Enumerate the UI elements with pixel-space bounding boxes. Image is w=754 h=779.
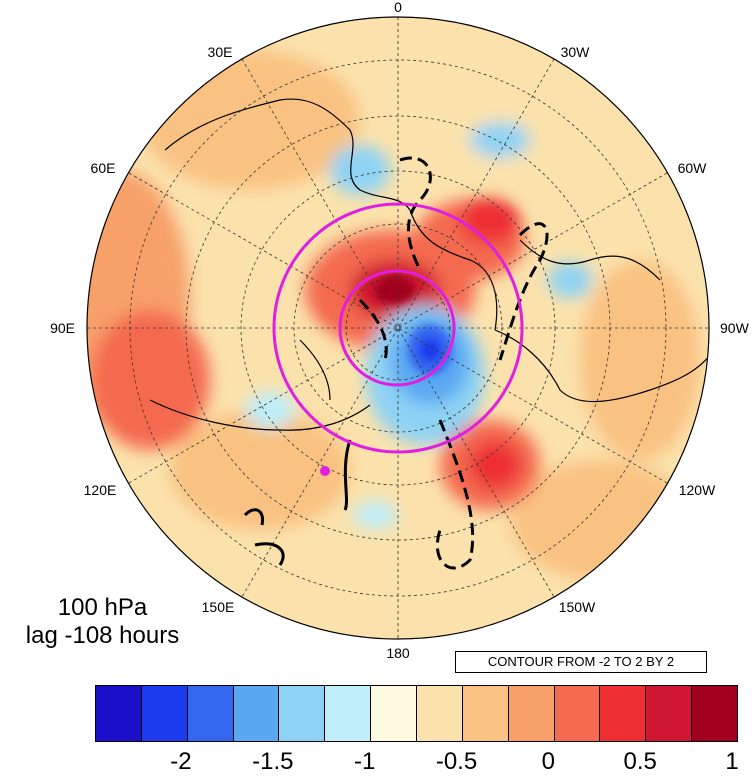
lon-label-60e: 60E	[91, 160, 116, 176]
polar-map: 0 30W 60W 90W 120W 150W 180 150E 120E 90…	[50, 0, 749, 661]
colorbar-swatch	[233, 686, 280, 741]
positive-contours	[243, 439, 352, 566]
colorbar-tick-label: -1.5	[252, 748, 294, 775]
colorbar-tick-label: 0	[541, 748, 556, 775]
colorbar-swatch	[141, 686, 188, 741]
colorbar-swatch	[96, 686, 142, 741]
lon-label-180: 180	[386, 645, 410, 661]
colorbar-swatch	[187, 686, 234, 741]
lon-label-60w: 60W	[678, 160, 708, 176]
colorbar-swatch	[279, 686, 326, 741]
anomaly-contours	[358, 156, 549, 570]
graticule	[87, 17, 709, 639]
lon-label-90e: 90E	[50, 320, 75, 336]
lon-label-30e: 30E	[208, 44, 233, 60]
coastlines	[149, 98, 709, 431]
lon-label-120w: 120W	[679, 482, 716, 498]
colorbar-tick-label: -2	[170, 748, 192, 775]
colorbar-tick-label: 1	[725, 748, 739, 775]
colorbar-swatch	[508, 686, 555, 741]
colorbar-tick-label: -0.5	[435, 748, 478, 775]
colorbar-swatch	[462, 686, 509, 741]
colorbar-tick-label: -1	[353, 748, 376, 775]
level-label-line2: lag -108 hours	[25, 622, 180, 649]
colorbar-swatch	[325, 686, 372, 741]
colorbar-swatch	[692, 686, 738, 741]
lon-label-150e: 150E	[202, 599, 235, 615]
lon-label-150w: 150W	[559, 599, 596, 615]
level-label-line1: 100 hPa	[57, 594, 148, 621]
longitude-labels: 0 30W 60W 90W 120W 150W 180 150E 120E 90…	[50, 0, 749, 661]
marker-dot	[320, 466, 330, 476]
colorbar-swatch	[600, 686, 647, 741]
lon-label-120e: 120E	[84, 482, 117, 498]
lon-label-90w: 90W	[720, 320, 750, 336]
lon-label-0: 0	[394, 0, 402, 15]
highlight-circles	[272, 202, 524, 454]
contour-note: CONTOUR FROM -2 TO 2 BY 2	[455, 651, 707, 673]
colorbar-swatch	[646, 686, 693, 741]
colorbar-swatch	[554, 686, 601, 741]
map-boundary	[86, 16, 710, 640]
colorbar-tick-label: 0.5	[623, 748, 657, 775]
lon-label-30w: 30W	[561, 44, 591, 60]
colorbar-swatch	[371, 686, 418, 741]
colorbar-swatch	[417, 686, 463, 741]
colorbar	[95, 685, 738, 742]
